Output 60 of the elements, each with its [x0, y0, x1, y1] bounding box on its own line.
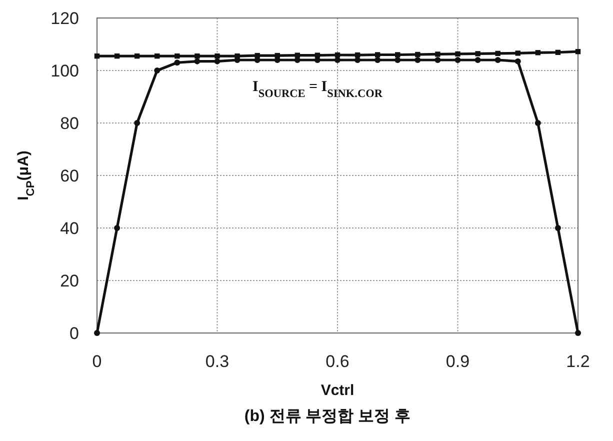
y-tick-label: 60 — [60, 166, 79, 186]
point — [395, 52, 400, 58]
point — [494, 57, 501, 63]
y-tick-label: 120 — [50, 9, 79, 28]
point — [214, 58, 220, 64]
point — [554, 225, 561, 231]
point — [455, 51, 460, 57]
x-tick-label: 0 — [92, 352, 102, 371]
y-tick-label: 80 — [60, 114, 79, 133]
point — [274, 52, 280, 58]
point — [174, 53, 180, 59]
point — [534, 120, 541, 126]
point — [575, 330, 581, 336]
point — [174, 60, 180, 66]
point — [234, 53, 240, 59]
y-tick-label: 0 — [70, 324, 79, 343]
point — [575, 49, 581, 54]
x-axis-title: Vctrl — [320, 382, 354, 399]
point — [94, 330, 100, 336]
point — [374, 52, 380, 58]
point — [154, 68, 160, 74]
point — [94, 53, 100, 59]
point — [134, 53, 140, 59]
x-tick-label: 0.3 — [205, 352, 230, 371]
point — [214, 53, 220, 59]
point — [535, 50, 541, 56]
y-tick-label: 100 — [50, 62, 79, 80]
point — [514, 58, 521, 64]
point — [354, 57, 361, 63]
y-tick-label: 20 — [60, 272, 79, 290]
y-tick-label: 40 — [60, 219, 79, 238]
point — [114, 225, 120, 231]
point — [114, 53, 120, 59]
point — [434, 57, 441, 63]
point — [334, 52, 340, 58]
point — [475, 51, 480, 56]
point — [374, 57, 381, 63]
x-tick-label: 0.9 — [446, 352, 470, 371]
point — [334, 57, 340, 63]
point — [454, 57, 461, 63]
point — [194, 53, 200, 59]
point — [515, 50, 520, 56]
point — [415, 52, 420, 58]
point — [134, 120, 140, 126]
x-tick-label: 0.6 — [326, 352, 350, 371]
point — [474, 57, 481, 63]
point — [254, 52, 260, 58]
point — [354, 52, 360, 58]
point — [394, 57, 401, 63]
point — [154, 53, 160, 59]
point — [294, 52, 300, 58]
point — [495, 50, 500, 56]
annotation: I$_{SOURCE}$ = I$_{SINK.COR}$ — [252, 79, 384, 100]
point — [414, 57, 421, 63]
point — [435, 52, 440, 57]
point — [314, 52, 320, 58]
point — [555, 50, 561, 55]
x-tick-label: 1.2 — [566, 352, 590, 371]
point — [194, 58, 200, 64]
text: (b) 전류 부정합 보정 후 — [244, 408, 411, 425]
